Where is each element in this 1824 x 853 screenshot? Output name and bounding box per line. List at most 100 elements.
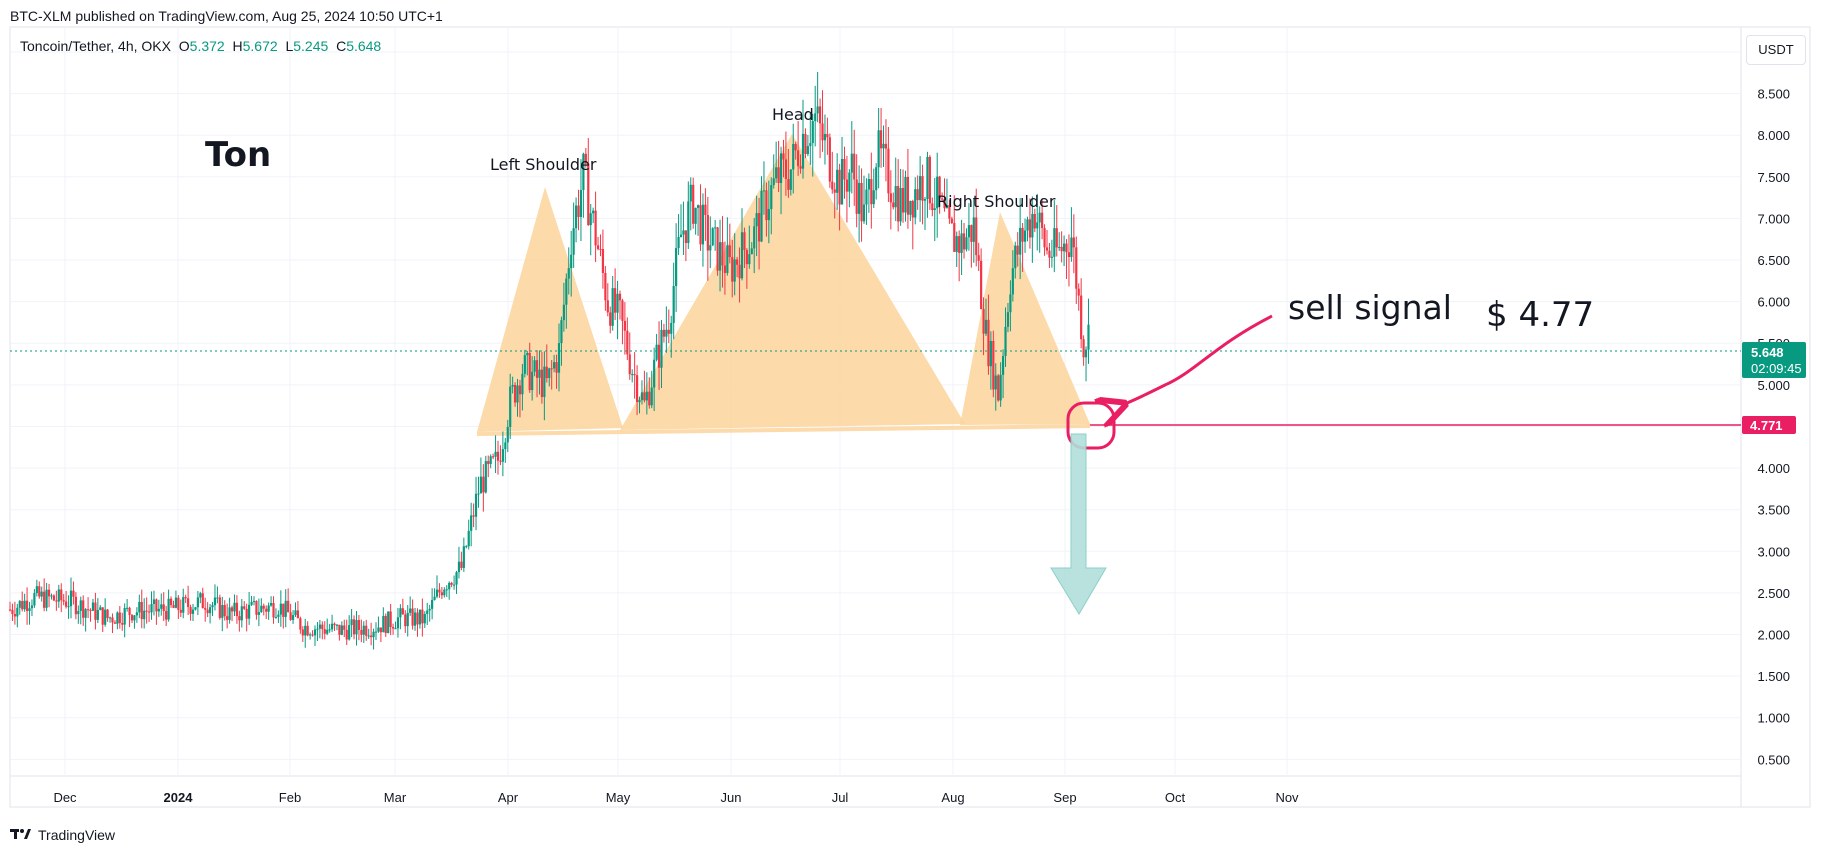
candle-body [404, 614, 407, 627]
neckline-band [477, 424, 1090, 436]
candle-body [399, 608, 402, 618]
candle-body [1021, 227, 1024, 242]
candle-body [240, 606, 243, 621]
candle-body [975, 217, 978, 256]
candle-body [931, 203, 934, 211]
candle-body [921, 176, 924, 201]
candle-body [460, 561, 463, 568]
candle-body [997, 375, 1000, 401]
price-tick-label: 2.500 [1757, 586, 1790, 601]
candle-body [809, 143, 812, 147]
candle-body [679, 234, 683, 238]
candle-body [855, 179, 858, 214]
candle-body [94, 602, 97, 620]
candle-body [13, 613, 16, 617]
candle-body [421, 609, 424, 624]
candle-body [135, 612, 138, 616]
candle-body [540, 369, 544, 398]
candle-body [933, 208, 936, 211]
candle-body [406, 612, 409, 627]
candle-body [96, 609, 99, 620]
candle-body [1067, 252, 1071, 258]
candle-body [1009, 294, 1012, 313]
candle-body [152, 599, 156, 604]
candle-body [721, 242, 724, 266]
candle-body [40, 591, 43, 597]
candle-body [126, 607, 129, 609]
candle-body [1062, 243, 1066, 252]
candle-body [474, 493, 478, 517]
candle-body [562, 304, 565, 321]
high-label: H [232, 38, 243, 54]
candle-body [35, 586, 38, 594]
candle-series [8, 71, 1090, 650]
candle-body [187, 598, 190, 607]
candle-body [579, 190, 583, 218]
candle-body [718, 242, 722, 271]
candle-body [884, 143, 888, 149]
candle-body [1045, 247, 1049, 251]
candle-body [206, 609, 209, 614]
price-tick-label: 3.000 [1757, 544, 1790, 559]
candle-body [492, 456, 495, 458]
candle-body [535, 360, 539, 378]
candle-body [8, 609, 12, 611]
tradingview-footer[interactable]: TradingView [10, 826, 115, 843]
time-axis[interactable]: Dec 2024 Feb Mar Apr May Jun Jul Aug Sep Oct Nov [53, 790, 1299, 805]
candle-body [411, 608, 414, 626]
price-tick-label: 2.000 [1757, 628, 1790, 643]
candle-body [662, 329, 666, 337]
candle-body [553, 362, 556, 369]
price-tick-label: 6.000 [1757, 295, 1790, 310]
candle-body [86, 609, 90, 611]
candle-body [638, 400, 641, 403]
candle-body [340, 625, 343, 635]
candle-body [650, 387, 653, 406]
candle-body [670, 322, 673, 334]
candle-body [377, 627, 380, 632]
candle-body [675, 248, 678, 286]
left-shoulder-triangle[interactable] [477, 187, 623, 432]
candle-body [984, 319, 988, 334]
time-tick-label: Sep [1053, 790, 1076, 805]
candle-body [416, 612, 419, 625]
candle-body [62, 600, 65, 602]
head-triangle[interactable] [620, 134, 965, 430]
high-value: 5.672 [242, 38, 278, 54]
candle-body [77, 610, 80, 615]
candle-body [811, 121, 814, 144]
candle-body [555, 362, 558, 373]
candle-body [616, 293, 619, 313]
candle-body [938, 176, 941, 199]
target-projection-arrow[interactable] [1050, 433, 1107, 615]
price-tick-label: 5.000 [1757, 378, 1790, 393]
candle-body [911, 200, 914, 218]
candle-body [228, 607, 231, 620]
candle-body [509, 386, 512, 427]
candle-body [279, 603, 282, 615]
candle-body [770, 185, 773, 210]
candle-body [582, 153, 585, 191]
candle-body [621, 300, 624, 321]
candle-body [836, 169, 839, 193]
currency-button[interactable]: USDT [1746, 35, 1806, 65]
candle-body [367, 635, 370, 637]
sell-signal-arrow[interactable] [1122, 314, 1273, 405]
candle-body [655, 344, 658, 360]
symbol-legend[interactable]: Toncoin/Tether, 4h, OKX O5.372 H5.672 L5… [20, 38, 381, 54]
candle-body [1023, 230, 1027, 242]
candle-body [304, 625, 307, 636]
candle-body [531, 371, 534, 391]
candle-body [687, 201, 690, 244]
candle-body [99, 607, 102, 610]
candle-body [440, 592, 443, 596]
candle-body [1060, 246, 1063, 252]
candle-body [235, 602, 239, 617]
candle-body [743, 232, 746, 251]
candle-body [47, 589, 51, 597]
candle-body [147, 611, 151, 613]
candle-body [787, 178, 790, 190]
symbol-name: Toncoin/Tether, 4h, OKX [20, 38, 171, 54]
candle-body [577, 205, 580, 218]
